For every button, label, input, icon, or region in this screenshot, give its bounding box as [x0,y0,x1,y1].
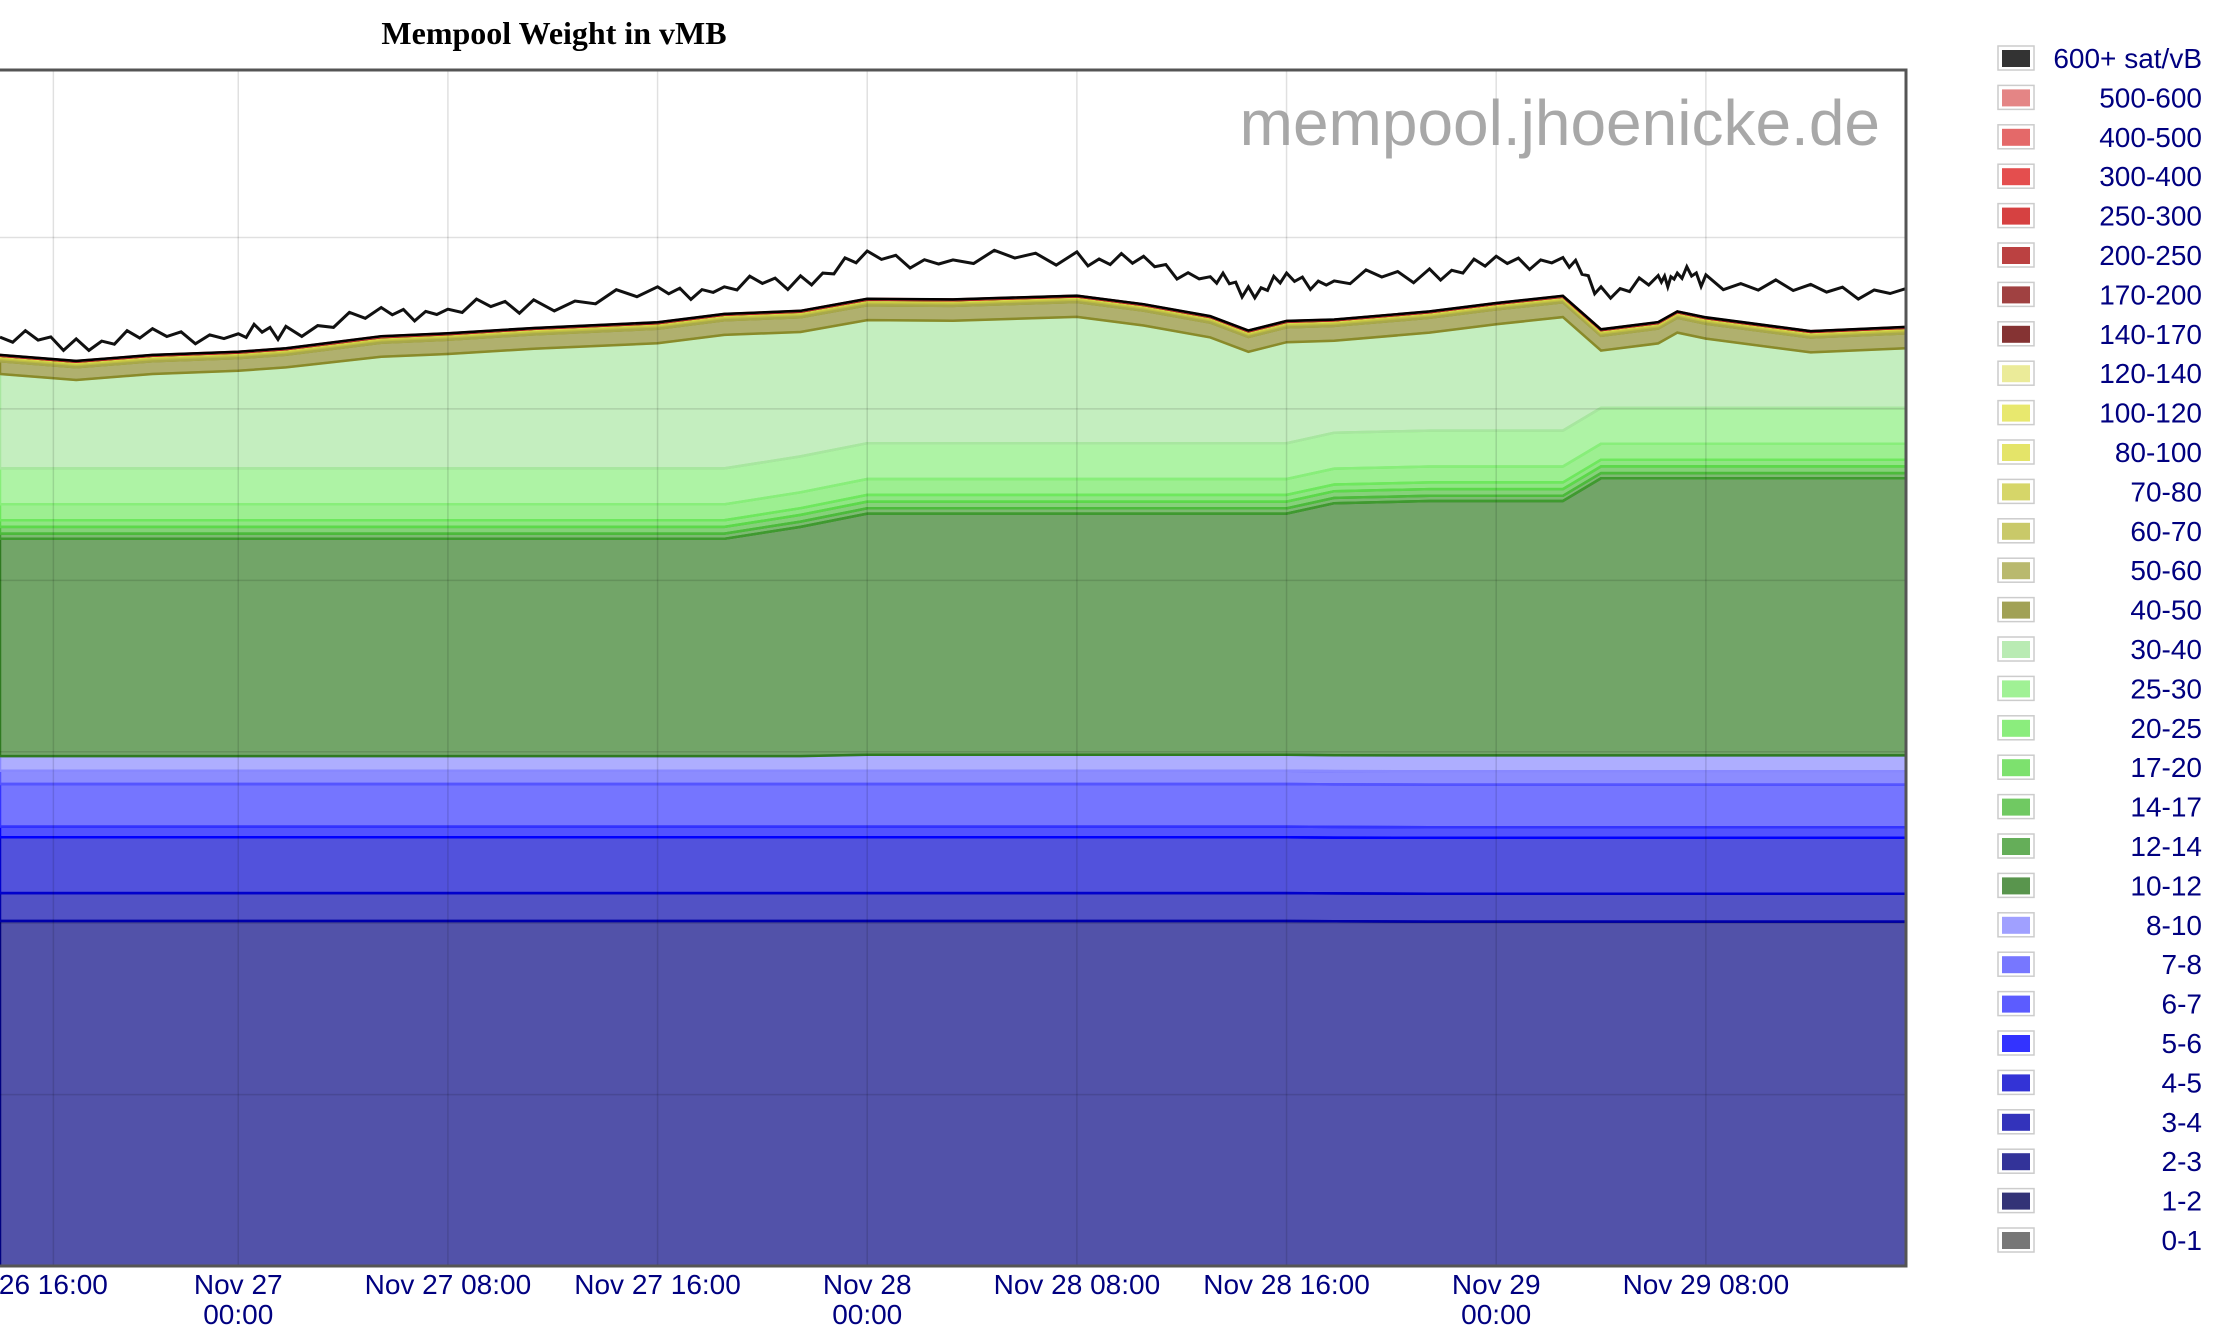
x-tick-label-line2: 00:00 [1461,1299,1531,1330]
legend-swatch [2002,720,2030,737]
legend-label: 4-5 [2162,1067,2202,1098]
legend-swatch [2002,996,2030,1013]
x-tick-label-line2: 00:00 [203,1299,273,1330]
legend-label: 200-250 [2099,240,2202,271]
legend-label: 70-80 [2130,476,2202,507]
legend-label: 2-3 [2162,1146,2202,1177]
legend-swatch [2002,483,2030,500]
legend-label: 500-600 [2099,82,2202,113]
legend-label: 600+ sat/vB [2053,43,2202,74]
legend-label: 3-4 [2162,1107,2202,1138]
x-tick-label: Nov 28 [823,1269,912,1300]
series-area-4-5 [0,837,1906,894]
legend-label: 25-30 [2130,673,2202,704]
legend-label: 0-1 [2162,1225,2202,1256]
series-area-7-8 [0,771,1906,785]
legend-swatch [2002,168,2030,185]
legend-label: 60-70 [2130,516,2202,547]
x-tick-label: Nov 27 16:00 [574,1269,741,1300]
legend-label: 170-200 [2099,279,2202,310]
legend-label: 5-6 [2162,1028,2202,1059]
legend-swatch [2002,247,2030,264]
legend-label: 7-8 [2162,949,2202,980]
legend-swatch [2002,50,2030,67]
legend-swatch [2002,89,2030,106]
legend-swatch [2002,523,2030,540]
x-tick-label: Nov 29 [1452,1269,1541,1300]
legend-swatch [2002,602,2030,619]
x-tick-label: Nov 28 16:00 [1203,1269,1370,1300]
x-tick-label: 26 16:00 [0,1269,108,1300]
legend-swatch [2002,1153,2030,1170]
legend-label: 80-100 [2115,437,2202,468]
legend-label: 17-20 [2130,752,2202,783]
legend-label: 6-7 [2162,989,2202,1020]
x-tick-label: Nov 27 [194,1269,283,1300]
legend-swatch [2002,917,2030,934]
legend-swatch [2002,877,2030,894]
legend-label: 8-10 [2146,910,2202,941]
legend-label: 100-120 [2099,398,2202,429]
legend-label: 140-170 [2099,319,2202,350]
series-area-2-3 [0,921,1906,1266]
legend-label: 40-50 [2130,595,2202,626]
legend-label: 10-12 [2130,870,2202,901]
legend-swatch [2002,1193,2030,1210]
legend-swatch [2002,365,2030,382]
series-area-6-7 [0,784,1906,827]
legend-swatch [2002,405,2030,422]
legend-label: 14-17 [2130,792,2202,823]
legend-label: 120-140 [2099,358,2202,389]
legend-swatch [2002,956,2030,973]
chart-title: Mempool Weight in vMB [381,15,726,51]
x-tick-label-line2: 00:00 [832,1299,902,1330]
legend-label: 300-400 [2099,161,2202,192]
legend-swatch [2002,1114,2030,1131]
legend-label: 1-2 [2162,1186,2202,1217]
x-tick-label: Nov 28 08:00 [994,1269,1161,1300]
watermark-text: mempool.jhoenicke.de [1240,87,1880,159]
legend-swatch [2002,208,2030,225]
legend-swatch [2002,680,2030,697]
legend-swatch [2002,326,2030,343]
legend-swatch [2002,562,2030,579]
legend-swatch [2002,286,2030,303]
legend-swatch [2002,838,2030,855]
legend-swatch [2002,1074,2030,1091]
legend-label: 250-300 [2099,201,2202,232]
legend-swatch [2002,641,2030,658]
legend-label: 12-14 [2130,831,2202,862]
series-area-3-4 [0,893,1906,922]
legend-swatch [2002,444,2030,461]
legend-label: 50-60 [2130,555,2202,586]
x-tick-label: Nov 27 08:00 [365,1269,532,1300]
legend-swatch [2002,129,2030,146]
legend-label: 400-500 [2099,122,2202,153]
legend-label: 30-40 [2130,634,2202,665]
x-tick-label: Nov 29 08:00 [1623,1269,1790,1300]
legend-swatch [2002,1232,2030,1249]
legend-label: 20-25 [2130,713,2202,744]
legend-swatch [2002,759,2030,776]
legend-swatch [2002,1035,2030,1052]
legend-swatch [2002,799,2030,816]
